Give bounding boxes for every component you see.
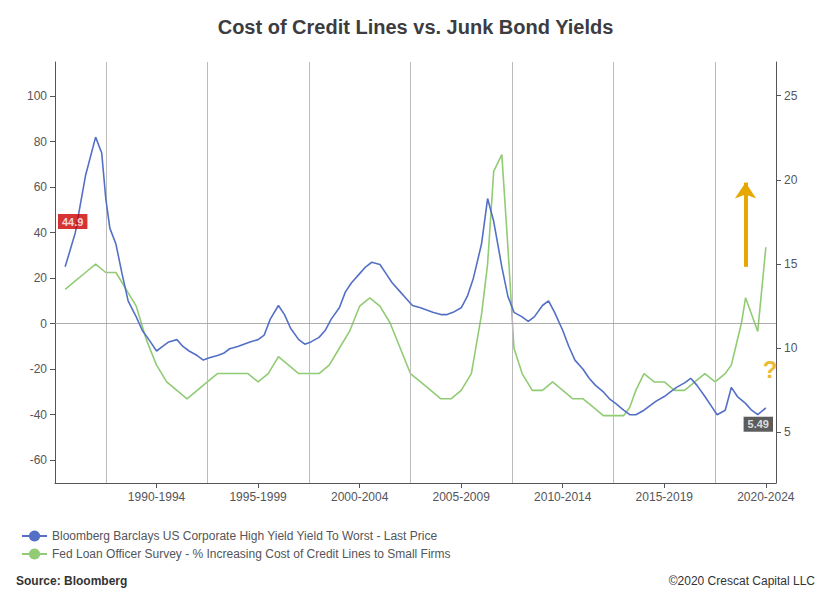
svg-text:25: 25	[784, 89, 798, 103]
svg-text:Fed Loan Officer Survey - % In: Fed Loan Officer Survey - % Increasing C…	[52, 547, 451, 561]
svg-text:20: 20	[784, 173, 798, 187]
svg-text:Cost of Credit Lines vs. Junk: Cost of Credit Lines vs. Junk Bond Yield…	[218, 16, 614, 38]
svg-text:20: 20	[34, 271, 48, 285]
svg-text:2005-2009: 2005-2009	[433, 490, 491, 504]
svg-text:60: 60	[34, 180, 48, 194]
svg-text:5: 5	[784, 425, 791, 439]
svg-text:2000-2004: 2000-2004	[331, 490, 389, 504]
svg-text:-20: -20	[30, 362, 48, 376]
svg-text:80: 80	[34, 135, 48, 149]
svg-text:100: 100	[27, 89, 47, 103]
svg-text:1990-1994: 1990-1994	[128, 490, 186, 504]
svg-text:2015-2019: 2015-2019	[636, 490, 694, 504]
svg-text:44.9: 44.9	[62, 216, 83, 228]
svg-text:2010-2014: 2010-2014	[534, 490, 592, 504]
svg-text:?: ?	[763, 356, 778, 383]
svg-text:5.49: 5.49	[748, 418, 769, 430]
svg-text:1995-1999: 1995-1999	[229, 490, 287, 504]
svg-text:0: 0	[40, 317, 47, 331]
svg-text:Bloomberg Barclays US Corporat: Bloomberg Barclays US Corporate High Yie…	[52, 529, 437, 543]
svg-text:2020-2024: 2020-2024	[737, 490, 795, 504]
svg-text:10: 10	[784, 341, 798, 355]
svg-text:-40: -40	[30, 408, 48, 422]
svg-text:-60: -60	[30, 453, 48, 467]
svg-text:Source: Bloomberg: Source: Bloomberg	[16, 574, 127, 588]
svg-text:15: 15	[784, 257, 798, 271]
svg-text:©2020 Crescat Capital LLC: ©2020 Crescat Capital LLC	[669, 574, 816, 588]
svg-text:40: 40	[34, 226, 48, 240]
